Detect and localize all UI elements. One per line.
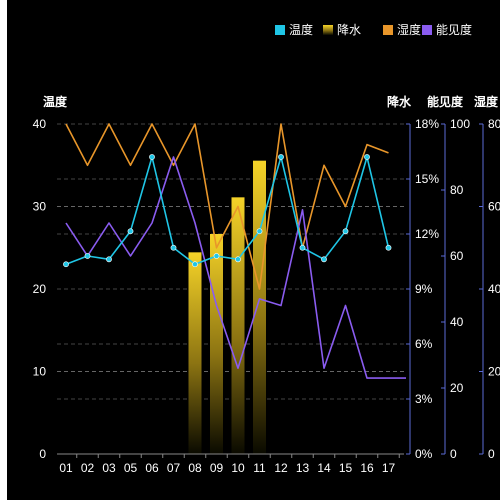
- x-axis-tick-label: 16: [360, 461, 374, 475]
- humidity-axis-tick-label: 20: [488, 365, 500, 379]
- x-axis-tick-label: 12: [274, 461, 288, 475]
- precipitation-axis-tick-label: 9%: [415, 282, 433, 296]
- legend-item[interactable]: 能见度: [422, 22, 472, 37]
- precipitation-axis-tick-label: 18%: [415, 117, 439, 131]
- precipitation-axis-tick-label: 3%: [415, 392, 433, 406]
- precipitation-axis-title: 降水: [387, 94, 412, 109]
- x-axis-tick-label: 11: [253, 461, 266, 475]
- x-axis-tick-label: 09: [210, 461, 224, 475]
- legend-item[interactable]: 湿度: [383, 22, 421, 37]
- visibility-axis-tick-label: 60: [450, 249, 464, 263]
- temperature-point: [170, 244, 177, 251]
- x-axis-tick-label: 01: [59, 461, 73, 475]
- precipitation-bars: [188, 160, 266, 455]
- temperature-point: [342, 228, 349, 235]
- legend-item[interactable]: 温度: [275, 22, 313, 37]
- visibility-axis-tick-label: 20: [450, 381, 464, 395]
- legend[interactable]: 温度 降水 湿度 能见度: [275, 22, 472, 37]
- precipitation-bar: [188, 252, 202, 454]
- temperature-point: [235, 256, 241, 263]
- series-lines: [63, 123, 406, 379]
- x-axis-tick-label: 05: [124, 461, 138, 475]
- precipitation-bar: [253, 160, 266, 454]
- x-axis-tick-label: 17: [382, 461, 396, 475]
- temperature-line: [65, 156, 390, 266]
- humidity-axis-tick-label: 0: [488, 447, 495, 461]
- legend-label: 能见度: [436, 22, 472, 37]
- legend-item[interactable]: 降水: [323, 23, 361, 37]
- left-axis-tick-label: 20: [33, 282, 47, 296]
- legend-swatch: [275, 25, 285, 35]
- chart-panel: 温度 0 10 20 30 40 01 02 03 05 06 07 08 09 10 11 12 13 14 15 1…: [7, 0, 500, 500]
- humidity-axis-title: 湿度: [474, 94, 499, 109]
- legend-swatch: [323, 25, 333, 35]
- axes: 温度 0 10 20 30 40 01 02 03 05 06 07 08 09 10 11 12 13 14 15 1…: [33, 94, 500, 475]
- temperature-point: [385, 244, 392, 251]
- precipitation-axis-tick-label: 12%: [415, 227, 439, 241]
- legend-label: 降水: [337, 23, 361, 37]
- visibility-axis-tick-label: 40: [450, 315, 464, 329]
- legend-swatch: [383, 25, 393, 35]
- visibility-axis-title: 能见度: [427, 94, 464, 109]
- precipitation-bar: [231, 197, 245, 455]
- humidity-line: [65, 123, 389, 290]
- temperature-point: [213, 253, 220, 259]
- legend-swatch: [422, 25, 432, 35]
- precipitation-axis-tick-label: 0%: [415, 447, 433, 461]
- humidity-axis-tick-label: 40: [488, 282, 500, 296]
- visibility-axis-tick-label: 80: [450, 183, 464, 197]
- grid-lines: [57, 123, 404, 455]
- humidity-axis-tick-label: 60: [488, 200, 500, 214]
- x-axis-tick-label: 07: [167, 461, 181, 475]
- temperature-point: [63, 261, 69, 268]
- x-axis-tick-label: 06: [145, 461, 159, 475]
- left-axis-tick-label: 40: [33, 117, 47, 131]
- left-axis-tick-label: 30: [33, 200, 47, 214]
- x-axis-tick-label: 08: [188, 461, 202, 475]
- temperature-point: [256, 228, 263, 235]
- temperature-point: [299, 244, 306, 251]
- x-axis-tick-label: 10: [231, 461, 245, 475]
- temperature-point: [321, 256, 327, 263]
- visibility-axis-tick-label: 100: [450, 117, 470, 131]
- temperature-point: [192, 261, 198, 268]
- x-axis-tick-label: 15: [339, 461, 353, 475]
- x-axis-tick-label: 02: [81, 461, 95, 475]
- precipitation-bar: [210, 234, 223, 454]
- visibility-line: [65, 156, 406, 379]
- precipitation-axis-tick-label: 15%: [415, 172, 439, 186]
- x-axis-tick-label: 03: [102, 461, 116, 475]
- x-axis-tick-label: 14: [317, 461, 331, 475]
- humidity-axis-tick-label: 80: [488, 117, 500, 131]
- legend-label: 温度: [289, 22, 313, 37]
- weather-chart: 温度 0 10 20 30 40 01 02 03 05 06 07 08 09 10 11 12 13 14 15 1…: [33, 22, 500, 475]
- temperature-point: [278, 154, 284, 160]
- temperature-point: [106, 256, 112, 263]
- temperature-point: [364, 154, 370, 160]
- temperature-point: [84, 253, 91, 259]
- x-axis-tick-label: 13: [296, 461, 310, 475]
- visibility-axis-tick-label: 0: [450, 447, 457, 461]
- temperature-point: [127, 228, 134, 235]
- legend-label: 湿度: [397, 22, 421, 37]
- left-axis-tick-label: 10: [33, 365, 47, 379]
- left-axis-tick-label: 0: [39, 447, 46, 461]
- temperature-point: [149, 154, 155, 160]
- precipitation-axis-tick-label: 6%: [415, 337, 433, 351]
- left-axis-title: 温度: [43, 94, 68, 109]
